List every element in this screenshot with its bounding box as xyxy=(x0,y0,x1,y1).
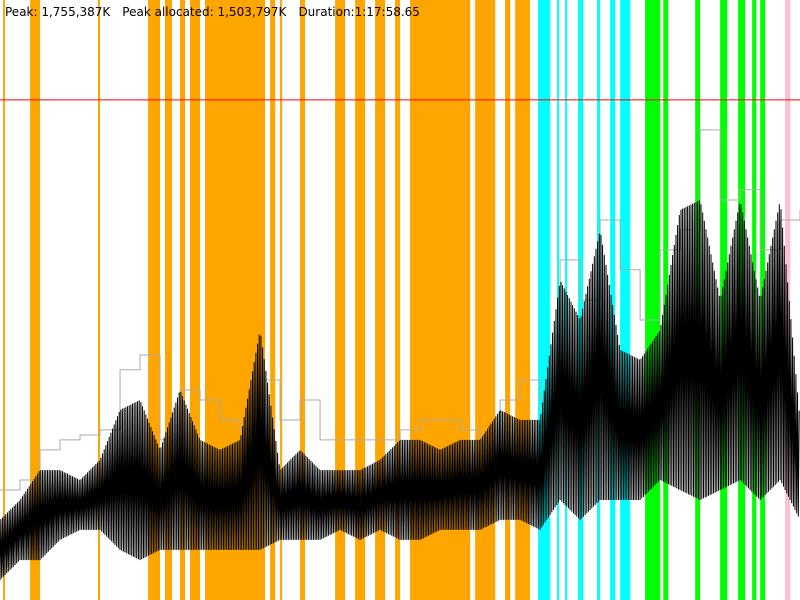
gc-band-orange xyxy=(30,0,41,600)
gc-band-orange xyxy=(180,0,185,600)
gc-band-orange xyxy=(355,0,366,600)
gc-band-orange xyxy=(97,0,101,600)
gc-band-orange xyxy=(270,0,276,600)
gc-band-orange xyxy=(3,0,5,600)
gc-band-cyan xyxy=(620,0,631,600)
gc-band-orange xyxy=(148,0,161,600)
gc-band-orange xyxy=(280,0,283,600)
used-memory-line xyxy=(0,200,800,581)
gc-band-orange xyxy=(505,0,511,600)
gc-band-orange xyxy=(335,0,346,600)
gc-band-orange xyxy=(300,0,306,600)
peak-allocated-label: Peak allocated: 1,503,797K xyxy=(122,5,287,19)
gc-band-orange xyxy=(375,0,386,600)
gc-band-green xyxy=(720,0,728,600)
gc-band-orange xyxy=(189,0,201,600)
gc-band-green xyxy=(645,0,661,600)
gc-band-orange xyxy=(164,0,173,600)
duration-label: Duration:1:17:58.65 xyxy=(298,5,420,19)
gc-band-cyan xyxy=(610,0,616,600)
peak-label: Peak: 1,755,387K xyxy=(5,5,111,19)
summary-header: Peak: 1,755,387K Peak allocated: 1,503,79… xyxy=(5,5,432,19)
gc-band-orange xyxy=(395,0,401,600)
heap-size-line xyxy=(0,129,800,491)
